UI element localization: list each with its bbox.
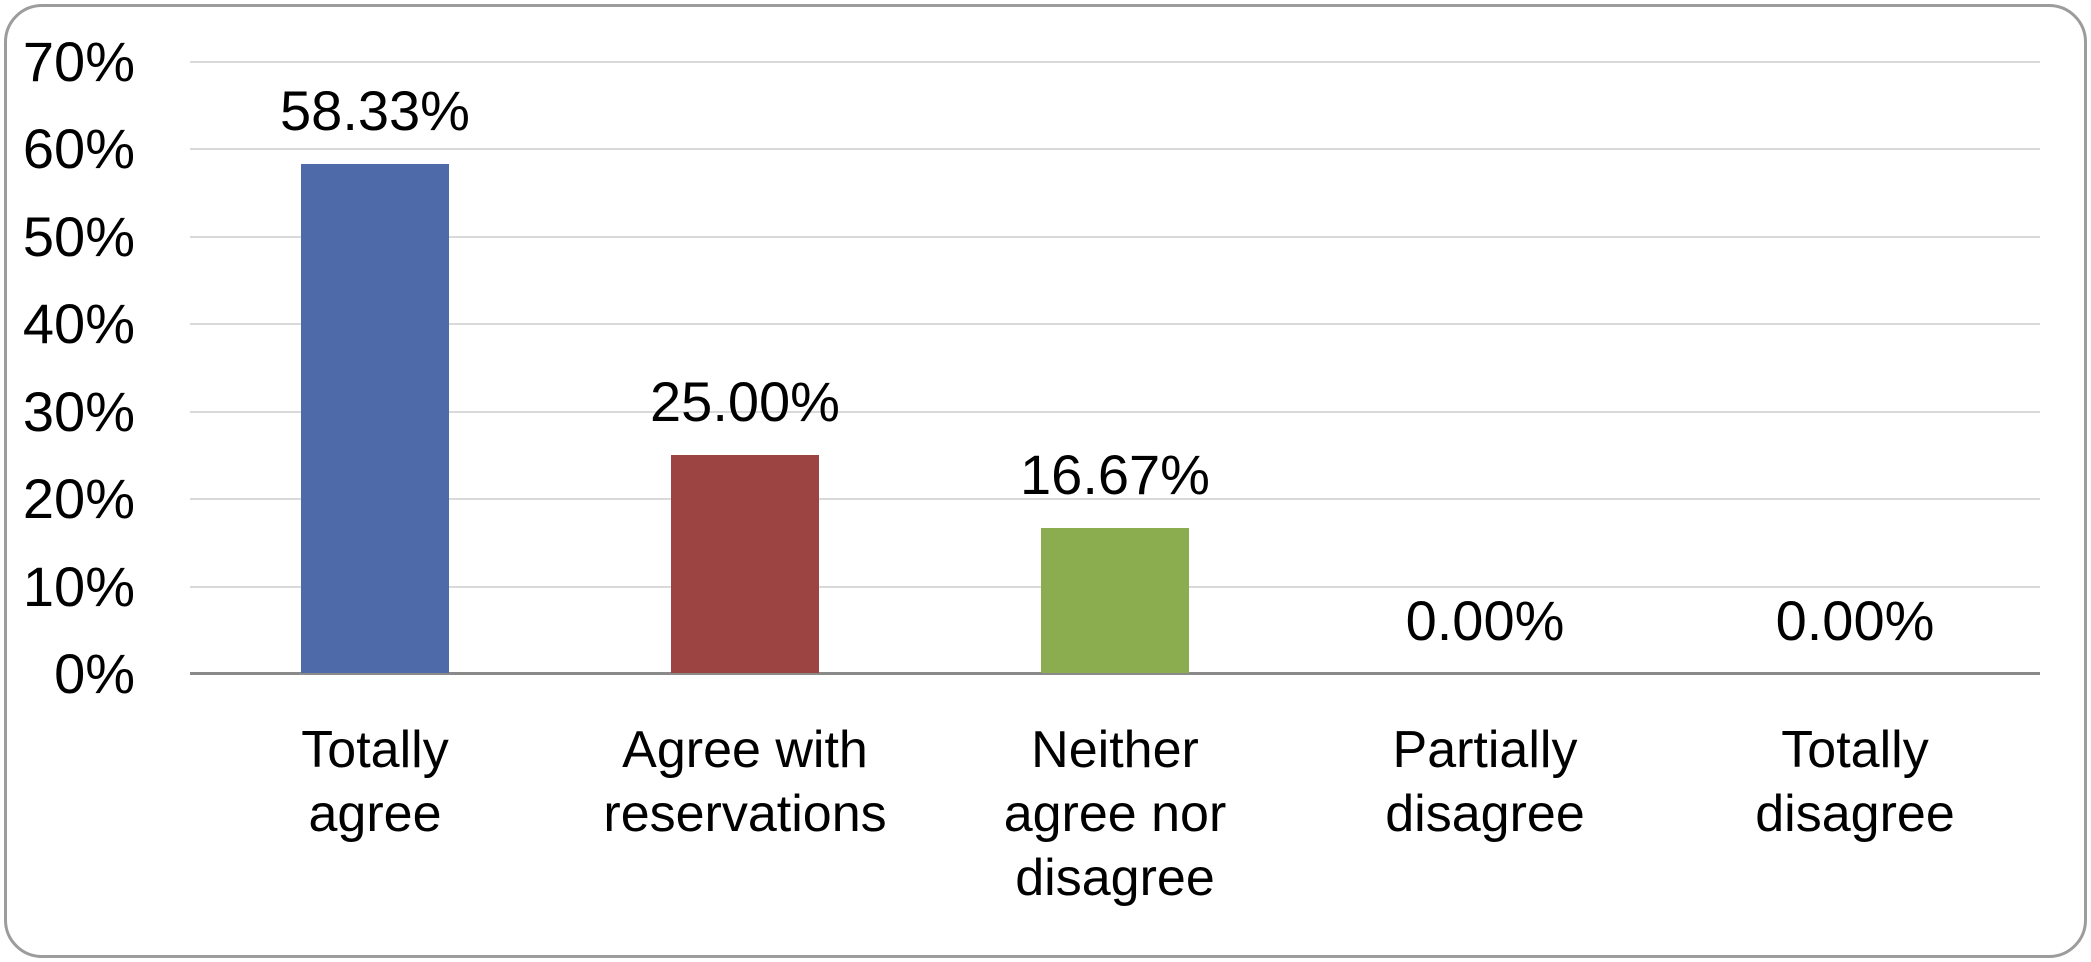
x-category-label-line: Partially xyxy=(1392,721,1578,779)
bar-data-label: 0.00% xyxy=(1775,589,1935,652)
bar xyxy=(1041,528,1189,673)
x-category-label-line: agree xyxy=(308,785,442,843)
x-category-label-line: disagree xyxy=(1385,785,1585,843)
y-tick-label: 50% xyxy=(22,205,135,268)
y-tick-label: 70% xyxy=(22,30,135,93)
bar-data-label: 25.00% xyxy=(650,370,840,433)
x-category-label-line: Neither xyxy=(1031,721,1199,779)
x-category-label-line: Totally xyxy=(301,721,449,779)
bar-data-label: 0.00% xyxy=(1405,589,1565,652)
x-category-label-line: disagree xyxy=(1755,785,1955,843)
x-category-label-line: disagree xyxy=(1015,849,1215,907)
y-tick-label: 40% xyxy=(22,292,135,355)
bar xyxy=(671,455,819,673)
bar-data-label: 16.67% xyxy=(1020,443,1210,506)
x-category-label-line: Agree with xyxy=(622,721,868,779)
x-category-label: Totally agree xyxy=(190,718,560,846)
y-tick-label: 20% xyxy=(22,467,135,530)
x-category-label: Totally disagree xyxy=(1670,718,2040,846)
bar-data-label: 58.33% xyxy=(280,79,470,142)
x-category-label: Partially disagree xyxy=(1300,718,1670,846)
x-category-label: Neither agree nor disagree xyxy=(930,718,1300,910)
y-tick-label: 0% xyxy=(54,642,135,705)
bar xyxy=(301,164,449,673)
x-category-label-line: reservations xyxy=(603,785,887,843)
x-category-label-line: Totally xyxy=(1781,721,1929,779)
x-category-label: Agree with reservations xyxy=(560,718,930,846)
y-tick-label: 30% xyxy=(22,380,135,443)
y-tick-label: 10% xyxy=(22,555,135,618)
x-category-label-line: agree nor xyxy=(1003,785,1227,843)
y-tick-label: 60% xyxy=(22,117,135,180)
